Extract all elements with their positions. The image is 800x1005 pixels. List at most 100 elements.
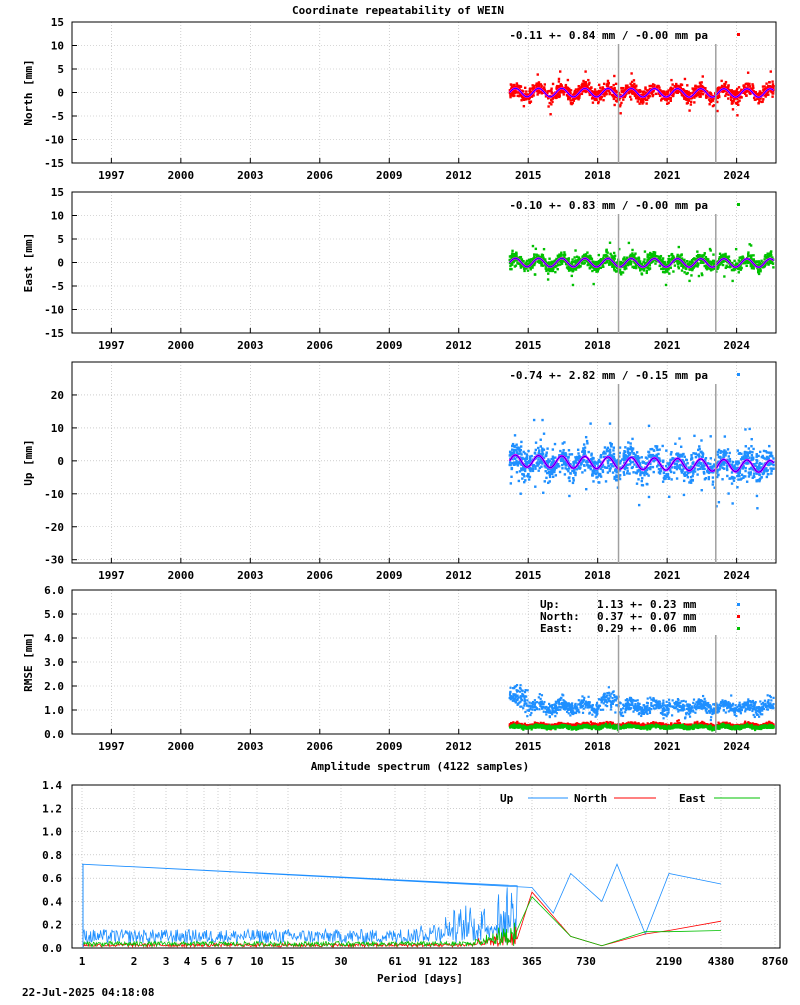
data-point	[680, 470, 682, 472]
data-point	[552, 270, 554, 272]
data-point	[524, 460, 526, 462]
data-point	[614, 711, 616, 713]
data-point	[727, 97, 729, 99]
data-point	[772, 92, 774, 94]
data-point	[613, 447, 615, 449]
data-point	[535, 254, 537, 256]
data-point	[694, 85, 696, 87]
data-point	[735, 248, 737, 250]
data-point	[641, 456, 643, 458]
data-point	[691, 457, 693, 459]
data-point	[509, 464, 511, 466]
data-point	[529, 456, 531, 458]
data-point	[597, 268, 599, 270]
data-point	[600, 475, 602, 477]
data-point	[628, 472, 630, 474]
x-tick-label: 2000	[168, 569, 195, 582]
x-tick-label: 2024	[723, 169, 750, 182]
data-point	[543, 248, 545, 250]
data-point	[738, 86, 740, 88]
data-point	[588, 82, 590, 84]
data-point	[667, 261, 669, 263]
data-point	[615, 83, 617, 85]
data-point	[586, 440, 588, 442]
data-point	[727, 85, 729, 87]
data-point	[592, 457, 594, 459]
data-point	[548, 269, 550, 271]
data-point	[532, 245, 534, 247]
y-tick-label: 2.0	[44, 680, 64, 693]
data-point	[551, 473, 553, 475]
data-point	[766, 252, 768, 254]
data-point	[558, 78, 560, 80]
x-tick-label: 2006	[307, 740, 334, 753]
y-axis-label: RMSE [mm]	[22, 632, 35, 692]
data-point	[623, 471, 625, 473]
data-point	[576, 468, 578, 470]
data-point	[585, 253, 587, 255]
x-tick-label: 1997	[98, 569, 125, 582]
data-point	[602, 452, 604, 454]
data-point	[554, 443, 556, 445]
data-point	[520, 256, 522, 258]
data-point	[646, 483, 648, 485]
data-point	[561, 261, 563, 263]
data-point	[679, 466, 681, 468]
data-point	[523, 105, 525, 107]
data-point	[695, 456, 697, 458]
data-point	[684, 456, 686, 458]
data-point	[623, 459, 625, 461]
data-point	[511, 453, 513, 455]
data-point	[550, 103, 552, 105]
data-point	[612, 84, 614, 86]
data-point	[688, 109, 690, 111]
data-point	[667, 258, 669, 260]
data-point	[696, 250, 698, 252]
data-point	[547, 278, 549, 280]
data-point	[647, 697, 649, 699]
data-point	[754, 99, 756, 101]
data-point	[629, 255, 631, 257]
data-point	[537, 73, 539, 75]
data-point	[756, 507, 758, 509]
data-point	[693, 435, 695, 437]
data-point	[697, 254, 699, 256]
data-point	[686, 462, 688, 464]
data-point	[702, 93, 704, 95]
data-point	[549, 476, 551, 478]
x-tick-label: 2021	[654, 569, 681, 582]
data-point	[542, 254, 544, 256]
data-point	[664, 475, 666, 477]
data-point	[565, 85, 567, 87]
y-tick-label: 5	[57, 233, 64, 246]
data-point	[770, 70, 772, 72]
data-point	[536, 464, 538, 466]
data-point	[554, 271, 556, 273]
data-point	[739, 478, 741, 480]
data-point	[564, 473, 566, 475]
data-point	[513, 91, 515, 93]
data-point	[710, 457, 712, 459]
data-point	[668, 255, 670, 257]
data-point	[736, 114, 738, 116]
data-point	[538, 469, 540, 471]
data-point	[590, 468, 592, 470]
data-point	[646, 270, 648, 272]
data-point	[547, 482, 549, 484]
data-point	[725, 265, 727, 267]
data-point	[690, 454, 692, 456]
data-point	[594, 88, 596, 90]
data-point	[726, 467, 728, 469]
data-point	[691, 269, 693, 271]
data-point	[733, 269, 735, 271]
data-point	[701, 489, 703, 491]
data-point	[737, 449, 739, 451]
data-point	[530, 712, 532, 714]
data-point	[524, 711, 526, 713]
data-point	[733, 260, 735, 262]
data-point	[760, 476, 762, 478]
data-point	[736, 486, 738, 488]
